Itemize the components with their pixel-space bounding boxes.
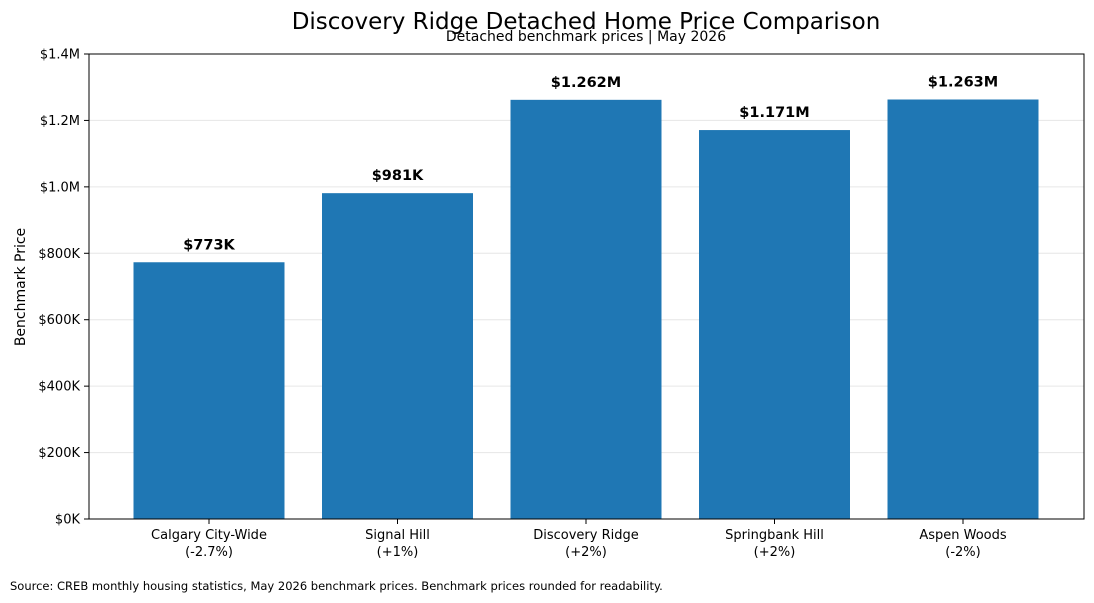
y-tick-label: $1.4M (40, 48, 80, 63)
bar (510, 99, 662, 519)
x-tick-label: Aspen Woods (-2%) (919, 528, 1007, 560)
bar (887, 99, 1039, 519)
y-tick-label: $1.2M (40, 114, 80, 129)
y-tick-label: $1.0M (40, 180, 80, 195)
x-tick-label: Signal Hill (+1%) (365, 528, 430, 560)
source-note: Source: CREB monthly housing statistics,… (10, 579, 663, 593)
data-label: $773K (183, 237, 235, 253)
data-label: $1.262M (551, 75, 621, 91)
data-label: $981K (372, 168, 424, 184)
bar (322, 193, 473, 520)
y-axis: $0K $200K $400K $600K $800K $1.0M $1.2M $1.4M (38, 48, 89, 528)
y-tick-label: $600K (38, 313, 80, 328)
chart-title: Discovery Ridge Detached Home Price Comp… (292, 9, 881, 35)
x-tick-label: Springbank Hill (+2%) (725, 528, 824, 560)
data-label: $1.263M (928, 75, 998, 91)
bar (133, 262, 285, 519)
y-tick-label: $800K (38, 247, 80, 262)
y-tick-label: $0K (55, 513, 81, 528)
y-axis-label: Benchmark Price (13, 228, 29, 346)
data-label: $1.171M (739, 105, 809, 121)
bar (699, 130, 850, 519)
chart-subtitle: Detached benchmark prices | May 2026 (446, 29, 726, 45)
data-labels-group: $773K $981K $1.262M $1.171M $1.263M (183, 75, 998, 254)
bars-group (133, 99, 1039, 520)
x-tick-label: Calgary City-Wide (-2.7%) (151, 528, 267, 560)
y-tick-label: $200K (38, 446, 80, 461)
x-tick-label: Discovery Ridge (+2%) (533, 528, 639, 560)
y-tick-label: $400K (38, 380, 80, 395)
x-axis: Calgary City-Wide (-2.7%) Signal Hill (+1%)… (151, 519, 1007, 560)
